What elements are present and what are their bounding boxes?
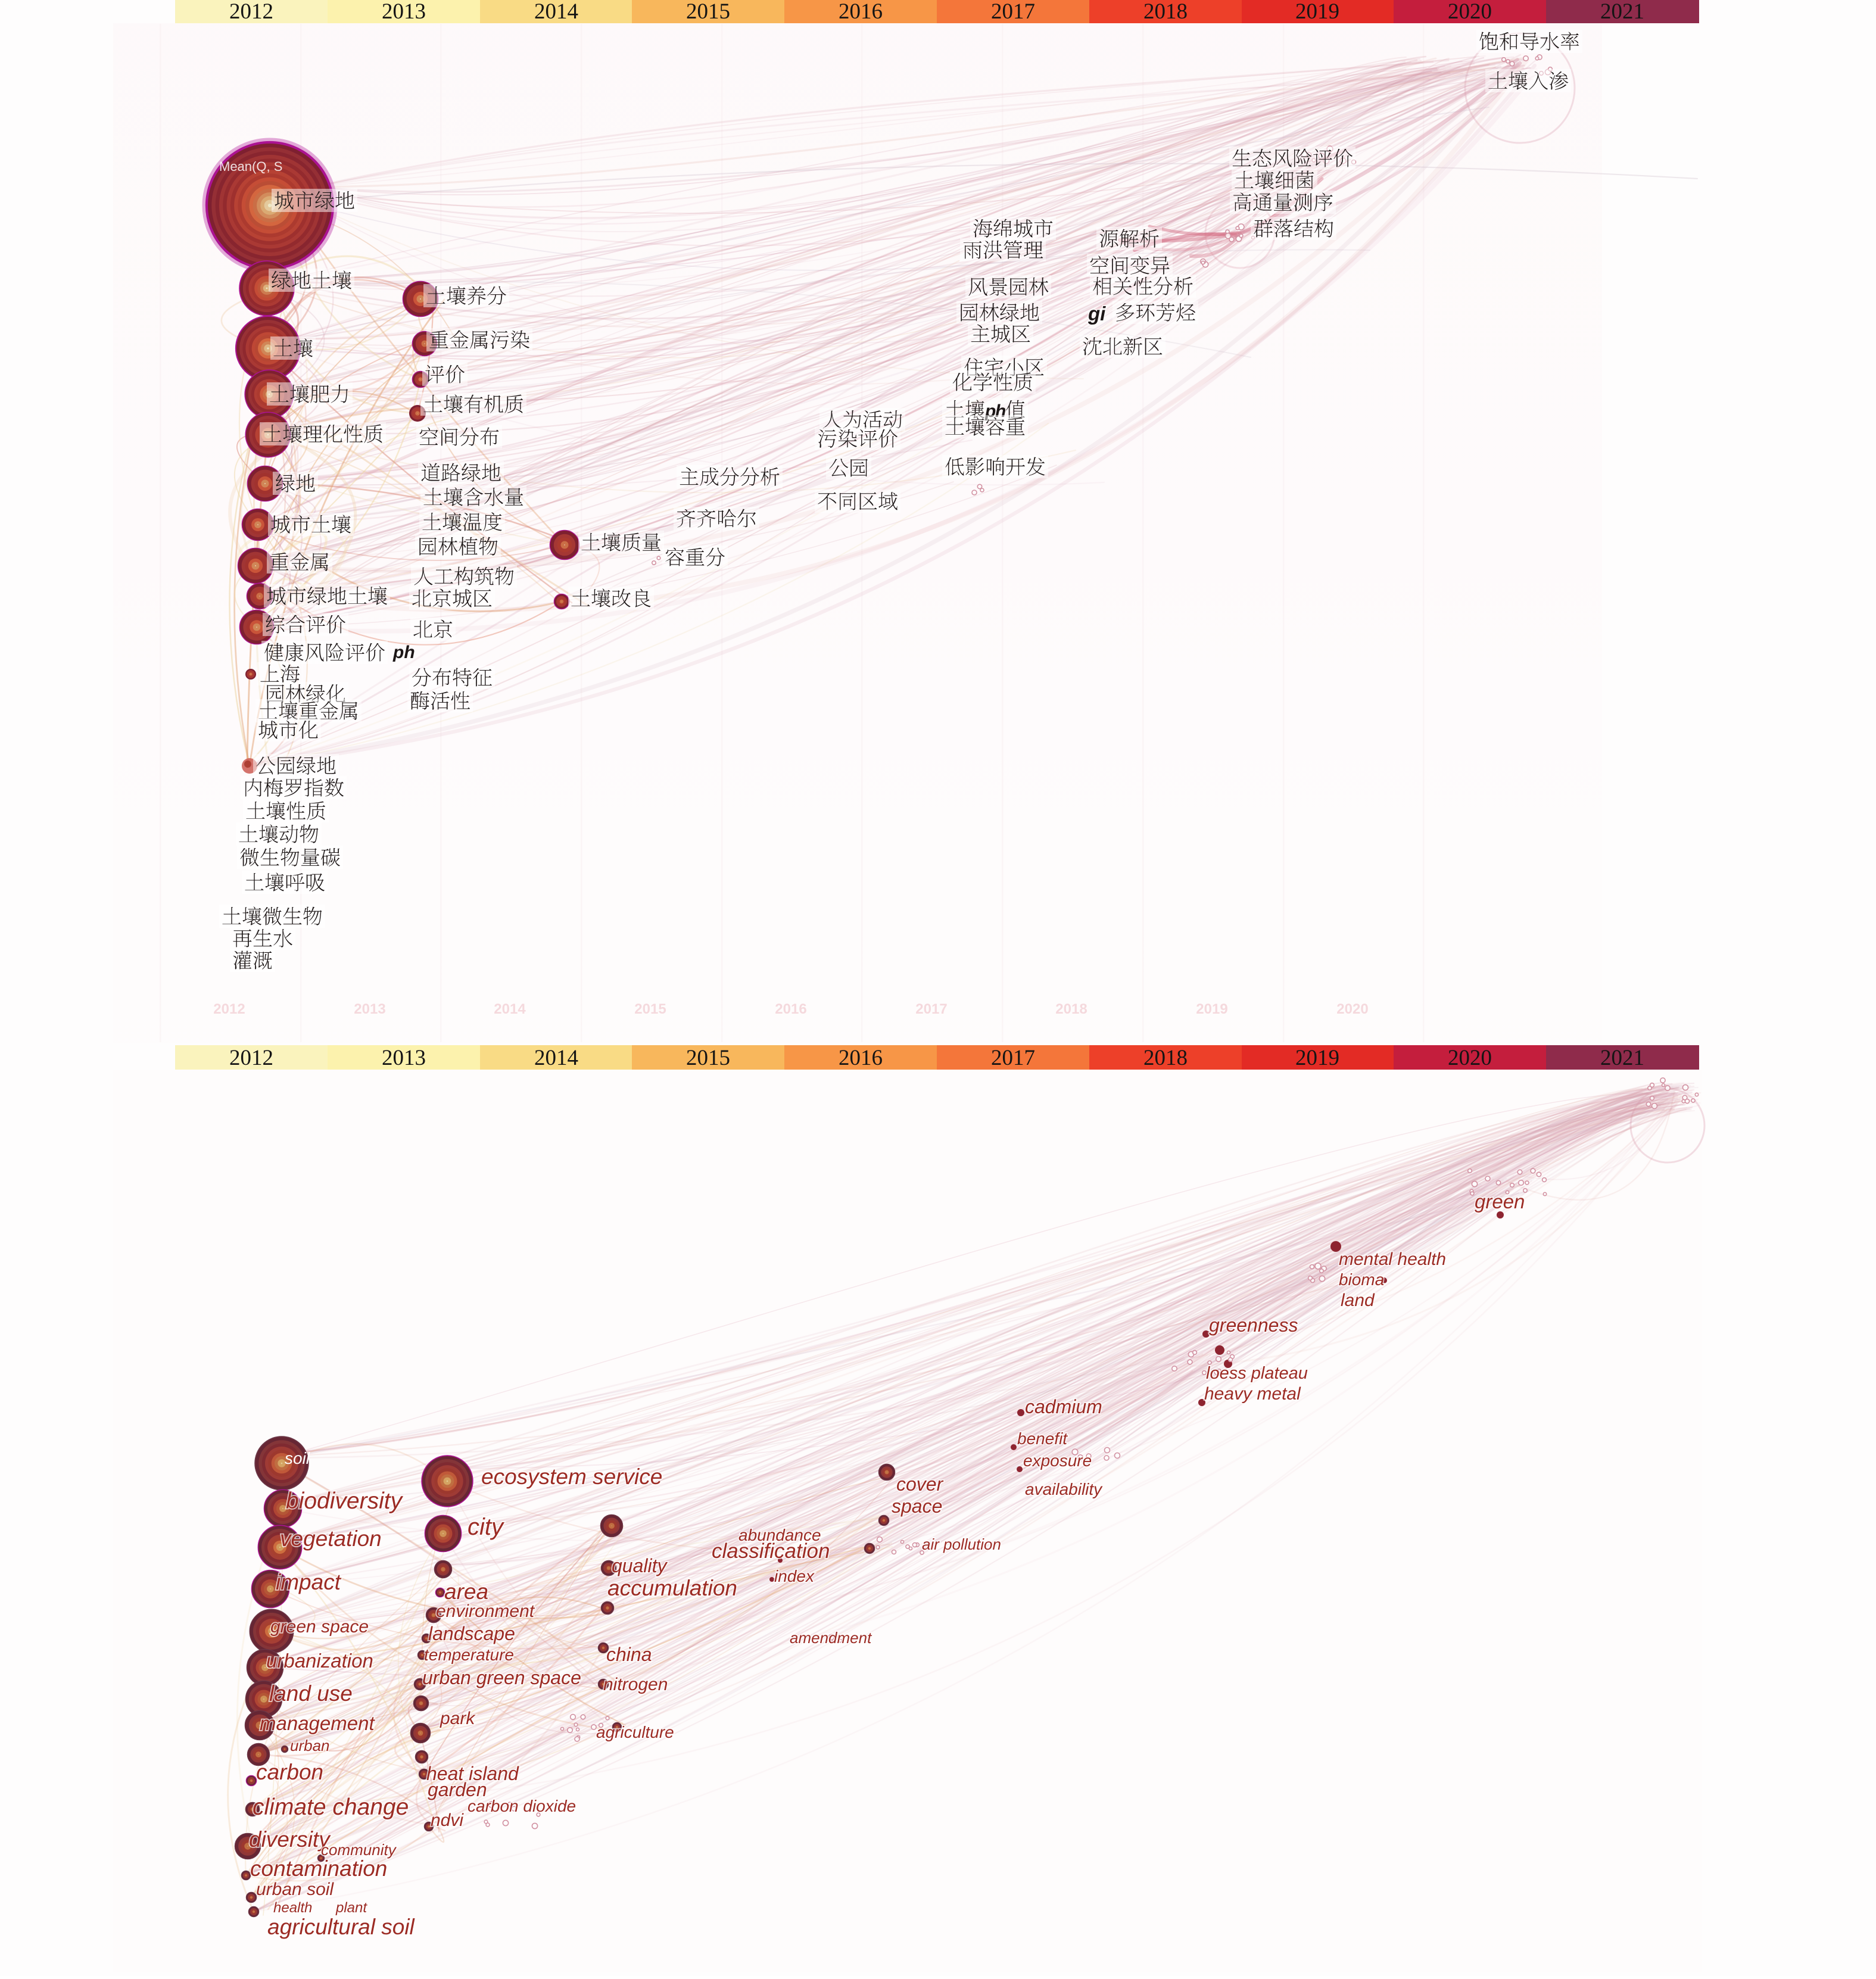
svg-text:2017: 2017 — [915, 1001, 947, 1017]
svg-text:park: park — [440, 1709, 476, 1728]
svg-text:2019: 2019 — [1295, 1046, 1339, 1070]
svg-text:2017: 2017 — [991, 1046, 1035, 1070]
svg-text:index: index — [774, 1567, 815, 1585]
svg-text:diversity: diversity — [249, 1827, 331, 1852]
svg-text:2012: 2012 — [213, 1001, 245, 1017]
svg-text:management: management — [260, 1712, 375, 1734]
svg-text:bioma: bioma — [1339, 1270, 1384, 1289]
svg-text:agricultural soil: agricultural soil — [267, 1915, 416, 1939]
svg-text:ecosystem service: ecosystem service — [481, 1464, 662, 1489]
svg-text:2019: 2019 — [1295, 0, 1339, 24]
svg-text:area: area — [444, 1579, 488, 1604]
svg-text:availability: availability — [1025, 1480, 1103, 1498]
svg-text:loess plateau: loess plateau — [1206, 1364, 1308, 1383]
svg-text:heavy metal: heavy metal — [1204, 1384, 1301, 1404]
svg-text:2015: 2015 — [634, 1001, 666, 1017]
svg-text:classification: classification — [712, 1539, 830, 1563]
svg-text:Mean(Q, S: Mean(Q, S — [219, 159, 282, 174]
svg-text:2017: 2017 — [991, 0, 1035, 24]
svg-text:city: city — [468, 1514, 505, 1540]
svg-text:2013: 2013 — [382, 1046, 426, 1070]
svg-text:ph: ph — [392, 643, 415, 662]
svg-text:2015: 2015 — [686, 0, 730, 24]
svg-text:air pollution: air pollution — [922, 1535, 1001, 1553]
svg-text:quality: quality — [612, 1555, 668, 1576]
svg-text:amendment: amendment — [790, 1629, 872, 1647]
svg-text:climate change: climate change — [253, 1794, 409, 1820]
svg-text:2018: 2018 — [1143, 1046, 1188, 1070]
svg-text:urban: urban — [290, 1737, 330, 1754]
svg-text:2018: 2018 — [1143, 0, 1188, 24]
svg-text:2015: 2015 — [686, 1046, 730, 1070]
svg-text:2020: 2020 — [1448, 0, 1492, 24]
svg-text:biodiversity: biodiversity — [286, 1488, 404, 1514]
svg-text:2016: 2016 — [839, 0, 883, 24]
svg-text:green: green — [1475, 1190, 1525, 1213]
svg-text:temperature: temperature — [424, 1645, 514, 1664]
svg-text:exposure: exposure — [1023, 1451, 1092, 1470]
svg-text:2020: 2020 — [1336, 1001, 1368, 1017]
svg-text:2012: 2012 — [229, 1046, 273, 1070]
svg-text:2013: 2013 — [354, 1001, 385, 1017]
svg-text:carbon: carbon — [256, 1760, 323, 1784]
svg-text:2016: 2016 — [839, 1046, 883, 1070]
svg-text:gi: gi — [1087, 303, 1106, 325]
svg-text:ndvi: ndvi — [431, 1810, 464, 1830]
svg-text:green space: green space — [270, 1617, 369, 1637]
svg-text:benefit: benefit — [1017, 1429, 1068, 1448]
svg-text:china: china — [606, 1644, 652, 1665]
svg-text:greenness: greenness — [1209, 1314, 1298, 1336]
svg-text:2012: 2012 — [229, 0, 273, 24]
svg-text:2021: 2021 — [1600, 0, 1644, 24]
svg-text:2014: 2014 — [494, 1001, 526, 1017]
svg-text:2018: 2018 — [1055, 1001, 1087, 1017]
svg-text:land use: land use — [269, 1681, 353, 1706]
svg-text:mental health: mental health — [1339, 1249, 1446, 1269]
svg-text:urban soil: urban soil — [256, 1880, 334, 1899]
svg-text:space: space — [892, 1495, 942, 1517]
svg-text:environment: environment — [436, 1601, 535, 1621]
svg-text:2013: 2013 — [382, 0, 426, 24]
svg-text:2014: 2014 — [534, 0, 578, 24]
svg-text:land: land — [1341, 1291, 1375, 1310]
svg-text:urbanization: urbanization — [266, 1650, 373, 1672]
svg-text:plant: plant — [335, 1900, 367, 1916]
svg-text:agriculture: agriculture — [596, 1723, 674, 1741]
svg-text:2021: 2021 — [1600, 1046, 1644, 1070]
svg-text:accumulation: accumulation — [607, 1576, 737, 1600]
svg-text:2016: 2016 — [775, 1001, 806, 1017]
svg-text:2019: 2019 — [1196, 1001, 1227, 1017]
svg-text:urban green space: urban green space — [422, 1667, 581, 1688]
svg-text:landscape: landscape — [428, 1623, 515, 1644]
svg-text:vegetation: vegetation — [280, 1526, 382, 1551]
svg-text:contamination: contamination — [250, 1856, 387, 1881]
svg-text:cover: cover — [896, 1473, 944, 1495]
svg-text:carbon dioxide: carbon dioxide — [468, 1797, 576, 1815]
svg-text:soil: soil — [285, 1449, 310, 1467]
svg-text:2014: 2014 — [534, 1046, 578, 1070]
svg-text:nitrogen: nitrogen — [603, 1675, 668, 1694]
svg-text:2020: 2020 — [1448, 1046, 1492, 1070]
svg-text:cadmium: cadmium — [1025, 1396, 1102, 1417]
svg-text:impact: impact — [276, 1570, 342, 1594]
svg-text:health: health — [273, 1900, 312, 1916]
